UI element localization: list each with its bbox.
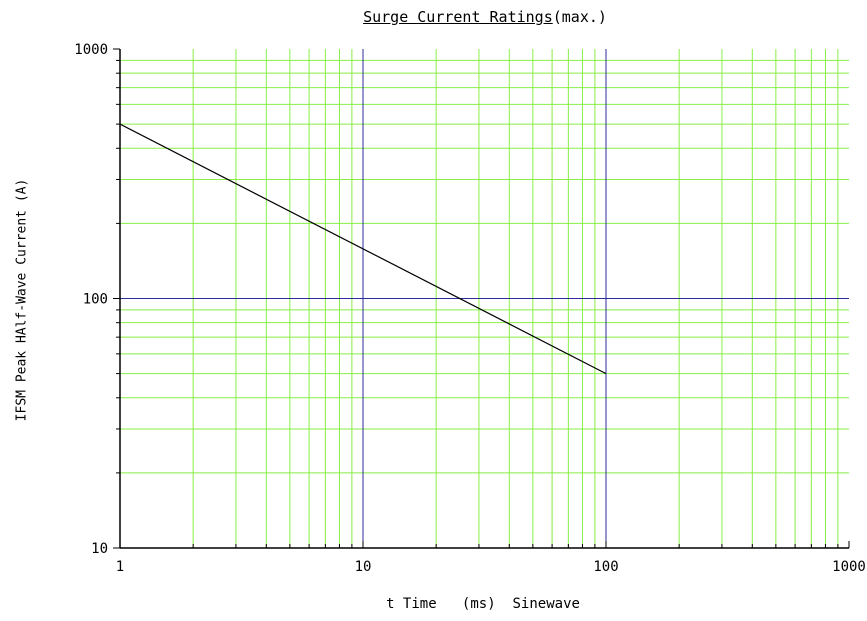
y-tick-label: 100 xyxy=(83,292,108,308)
y-tick-label: 10 xyxy=(91,541,108,557)
chart-title-suffix: (max.) xyxy=(552,8,607,26)
chart-title: Surge Current Ratings xyxy=(363,8,553,26)
y-tick-labels: 1000 100 10 xyxy=(74,42,108,557)
major-grid xyxy=(120,49,849,548)
series-line xyxy=(119,123,607,375)
x-tick-label: 10 xyxy=(355,559,372,575)
x-axis-label: t Time (ms) Sinewave xyxy=(386,596,580,612)
data-series xyxy=(119,123,607,375)
x-tick-label: 1 xyxy=(116,559,124,575)
x-tick-labels: 1 10 100 1000 xyxy=(116,559,866,575)
x-tick-label: 1000 xyxy=(832,559,866,575)
y-axis-label: IFSM Peak HAlf-Wave Current (A) xyxy=(14,178,30,422)
tick-marks xyxy=(113,48,850,549)
chart-title-group: Surge Current Ratings(max.) xyxy=(0,8,867,26)
x-tick-label: 100 xyxy=(593,559,618,575)
y-tick-label: 1000 xyxy=(74,42,108,58)
